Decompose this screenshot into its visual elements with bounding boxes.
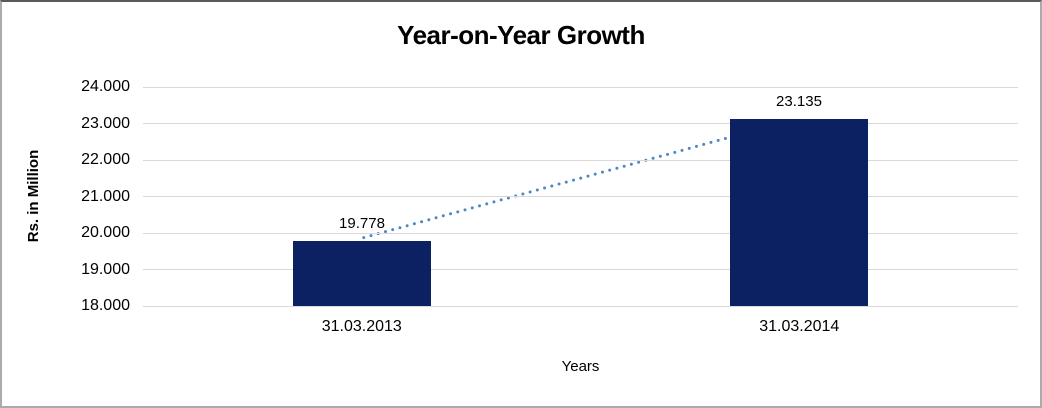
x-axis-title: Years [561,358,600,375]
gridline [143,232,1018,234]
y-tick-label: 21.000 [81,187,130,205]
gridline [143,86,1018,88]
y-tick-label: 20.000 [81,224,130,241]
gridline [143,196,1018,197]
gridline [143,123,1018,124]
gridline [143,305,1018,307]
gridline [143,159,1018,161]
chart-title: Year-on-Year Growth [397,20,645,50]
y-tick-label: 19.000 [81,260,130,278]
y-tick-label: 18.000 [81,297,130,314]
bar-value-label: 19.778 [339,215,385,233]
gridline [143,269,1018,270]
x-category-label: 31.03.2013 [321,318,402,335]
bar [293,241,431,306]
x-category-label: 31.03.2014 [759,318,840,335]
bar [730,118,868,306]
y-tick-label: 23.000 [81,114,130,132]
y-tick-label: 22.000 [81,151,130,168]
bar-value-label: 23.135 [776,92,822,110]
y-tick-label: 24.000 [81,78,130,95]
